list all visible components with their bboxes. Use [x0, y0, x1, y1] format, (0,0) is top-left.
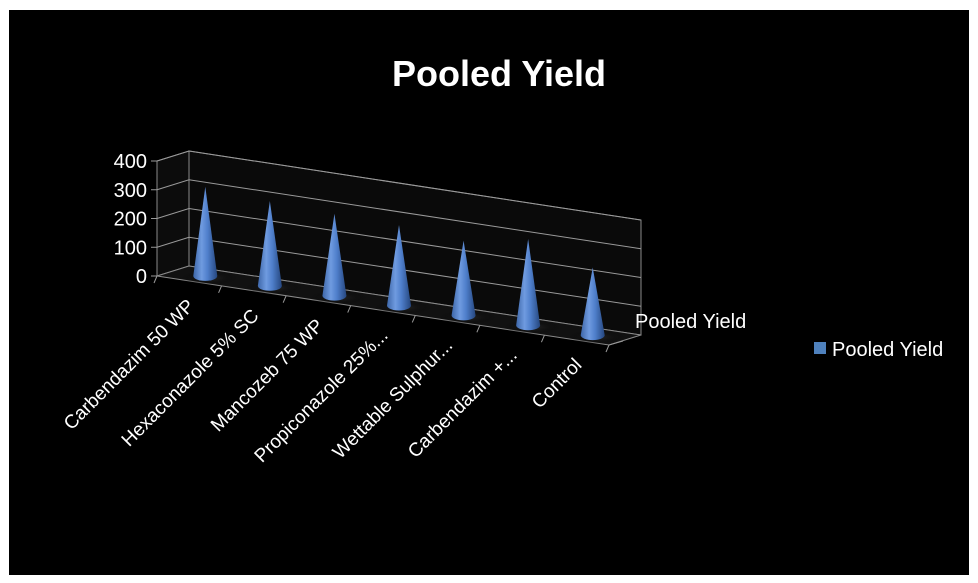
cone-bar [516, 238, 541, 331]
legend: Pooled Yield [814, 339, 943, 361]
x-tick [540, 334, 545, 343]
x-tick [282, 295, 287, 303]
y-tick-label: 100 [114, 237, 147, 259]
y-tick-label: 0 [136, 266, 147, 288]
cone-bar [387, 225, 411, 311]
gridline [156, 150, 642, 221]
cone-bar [322, 213, 347, 301]
cone-chart: Pooled Yield 400 300 200 100 0 Carbendazim 5… [60, 53, 943, 467]
gridline [156, 207, 642, 278]
cone-bar [580, 267, 605, 341]
x-tick-label: Hexaconazole 5% SC [118, 305, 264, 451]
cone-bar [257, 200, 282, 291]
legend-entry: Pooled Yield [832, 339, 943, 361]
y-tick-label: 400 [114, 151, 147, 173]
cone-bar [193, 186, 218, 281]
y-axis: 400 300 200 100 0 [114, 151, 157, 288]
depth-tick [608, 340, 624, 346]
x-tick [218, 285, 223, 294]
y-tick-label: 200 [114, 209, 147, 231]
y-tick-label: 300 [114, 180, 147, 202]
gridline [156, 236, 642, 307]
legend-swatch [814, 342, 826, 354]
x-tick [605, 344, 610, 353]
x-tick-label: Control [528, 355, 586, 413]
chart-area: Pooled Yield 400 300 200 100 0 Carbendazim 5… [9, 10, 969, 575]
x-tick [476, 325, 481, 333]
x-tick [153, 275, 158, 284]
data-cones [181, 186, 625, 345]
x-tick [411, 315, 416, 323]
x-tick [347, 305, 352, 313]
chart-title: Pooled Yield [392, 53, 606, 94]
cone-bar [451, 240, 476, 321]
x-tick-label: Propiconazole 25%... [251, 325, 393, 467]
x-tick-label: Carbendazim 50 WP [60, 296, 199, 435]
depth-axis-label: Pooled Yield [635, 311, 746, 333]
gridline [156, 179, 642, 250]
